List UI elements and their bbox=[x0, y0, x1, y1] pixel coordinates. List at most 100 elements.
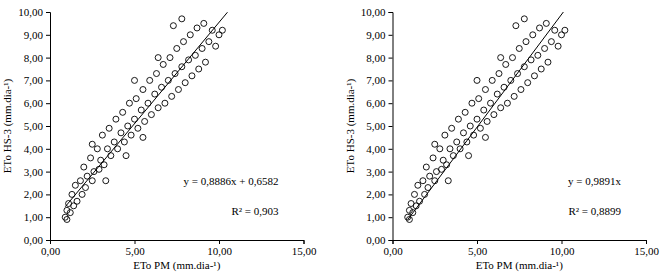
tick: 7,00 bbox=[366, 74, 392, 86]
tick: 0,00 bbox=[383, 240, 403, 257]
point bbox=[140, 134, 146, 140]
tick: 9,00 bbox=[24, 29, 50, 41]
point bbox=[106, 125, 112, 131]
point bbox=[449, 125, 455, 131]
tick-label: 5,00 bbox=[366, 120, 386, 132]
point bbox=[108, 153, 114, 159]
point bbox=[135, 125, 141, 131]
tick-label: 2,00 bbox=[24, 188, 44, 200]
point bbox=[132, 77, 138, 83]
tick-mark bbox=[135, 240, 136, 244]
point bbox=[498, 55, 504, 61]
point bbox=[552, 27, 558, 33]
tick-label: 0,00 bbox=[383, 245, 403, 257]
tick-label: 15,00 bbox=[292, 245, 317, 257]
point bbox=[474, 116, 480, 122]
point bbox=[496, 71, 502, 77]
point bbox=[153, 71, 159, 77]
tick: 9,00 bbox=[366, 29, 392, 41]
point bbox=[467, 123, 473, 129]
point bbox=[469, 100, 475, 106]
tick-mark bbox=[389, 217, 393, 218]
tick-mark bbox=[46, 240, 50, 241]
point bbox=[123, 153, 129, 159]
tick: 0,00 bbox=[24, 234, 50, 246]
point bbox=[476, 96, 482, 102]
point bbox=[155, 55, 161, 61]
point bbox=[104, 146, 110, 152]
tick-label: 5,00 bbox=[468, 245, 488, 257]
y-axis-title: ETo HS-3 (mm.dia-¹) bbox=[344, 78, 357, 173]
point bbox=[133, 96, 139, 102]
point bbox=[489, 77, 495, 83]
tick: 2,00 bbox=[24, 188, 50, 200]
point bbox=[531, 73, 537, 79]
tick-mark bbox=[46, 217, 50, 218]
point bbox=[179, 16, 185, 22]
point bbox=[482, 134, 488, 140]
point bbox=[494, 91, 500, 97]
tick-label: 4,00 bbox=[24, 143, 44, 155]
tick-label: 9,00 bbox=[24, 29, 44, 41]
point bbox=[501, 84, 507, 90]
tick-mark bbox=[389, 80, 393, 81]
tick-label: 0,00 bbox=[366, 234, 386, 246]
tick-mark bbox=[46, 12, 50, 13]
point bbox=[89, 178, 95, 184]
x-axis-title: ETo PM (mm.dia-¹) bbox=[133, 259, 220, 272]
tick-label: 10,00 bbox=[361, 6, 386, 18]
tick-label: 8,00 bbox=[366, 52, 386, 64]
tick-label: 10,00 bbox=[207, 245, 232, 257]
point bbox=[167, 55, 173, 61]
tick-mark bbox=[304, 240, 305, 244]
tick-mark bbox=[389, 149, 393, 150]
point bbox=[142, 118, 148, 124]
point bbox=[445, 178, 451, 184]
tick: 1,00 bbox=[366, 211, 392, 223]
y-axis-title: ETo HS-3 (mm.dia-¹) bbox=[1, 78, 14, 173]
point bbox=[460, 130, 466, 136]
tick: 2,00 bbox=[366, 188, 392, 200]
point bbox=[545, 59, 551, 65]
point bbox=[196, 66, 202, 72]
plot-area bbox=[405, 12, 568, 222]
point bbox=[454, 139, 460, 145]
point bbox=[525, 80, 531, 86]
point bbox=[201, 20, 207, 26]
point bbox=[174, 45, 180, 51]
point bbox=[423, 164, 429, 170]
plot-area bbox=[62, 12, 227, 222]
tick: 15,00 bbox=[292, 240, 317, 257]
point bbox=[521, 16, 527, 22]
tick-mark bbox=[46, 35, 50, 36]
tick-label: 0,00 bbox=[24, 234, 44, 246]
point bbox=[187, 32, 193, 38]
tick: 15,00 bbox=[634, 240, 659, 257]
point bbox=[523, 39, 529, 45]
tick: 0,00 bbox=[41, 240, 61, 257]
point bbox=[182, 80, 188, 86]
point bbox=[420, 178, 426, 184]
point bbox=[81, 164, 87, 170]
axis-line bbox=[46, 13, 51, 241]
tick-label: 8,00 bbox=[24, 52, 44, 64]
tick-mark bbox=[389, 35, 393, 36]
point bbox=[415, 182, 421, 188]
y-axis: 0,001,002,003,004,005,006,007,008,009,00… bbox=[361, 6, 393, 246]
tick: 10,00 bbox=[18, 6, 50, 18]
tick-mark bbox=[46, 172, 50, 173]
tick: 4,00 bbox=[24, 143, 50, 155]
tick: 5,00 bbox=[24, 120, 50, 132]
tick-mark bbox=[46, 80, 50, 81]
point bbox=[411, 191, 417, 197]
tick-label: 0,00 bbox=[41, 245, 61, 257]
tick-label: 10,00 bbox=[550, 245, 575, 257]
point bbox=[79, 191, 85, 197]
point bbox=[74, 198, 80, 204]
point bbox=[138, 107, 144, 113]
tick: 0,00 bbox=[366, 234, 392, 246]
axis-line bbox=[393, 241, 647, 245]
point bbox=[555, 43, 561, 49]
point bbox=[538, 66, 544, 72]
tick-mark bbox=[477, 240, 478, 244]
